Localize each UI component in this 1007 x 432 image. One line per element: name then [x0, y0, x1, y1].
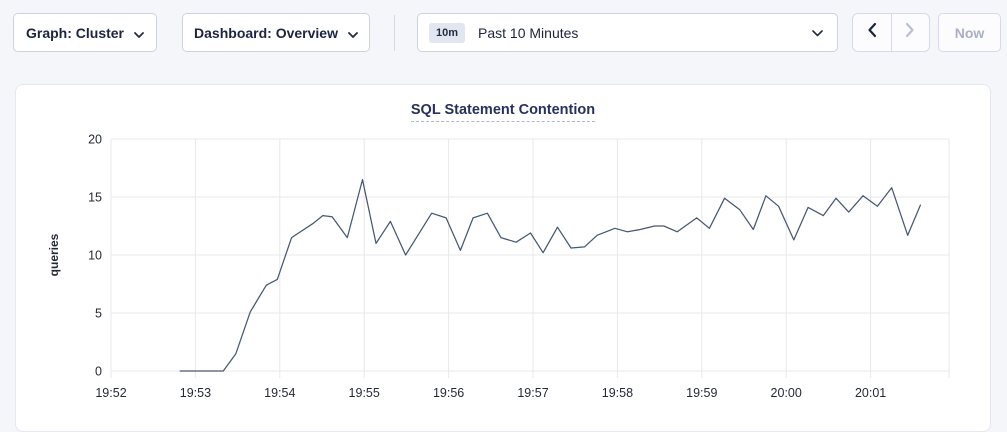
- time-range-badge: 10m: [429, 22, 466, 43]
- series-line: [179, 178, 922, 372]
- graph-dropdown[interactable]: Graph: Cluster: [13, 13, 157, 52]
- x-axis-tick-label: 19:53: [180, 386, 211, 400]
- x-axis-tick-label: 19:52: [95, 386, 126, 400]
- y-axis-tick-label: 10: [88, 249, 102, 263]
- x-axis-tick-label: 19:58: [602, 386, 633, 400]
- next-time-window-button[interactable]: [890, 14, 930, 51]
- chevron-down-icon: [348, 25, 358, 41]
- now-button[interactable]: Now: [938, 13, 1001, 52]
- chart-title-text[interactable]: SQL Statement Contention: [410, 102, 596, 122]
- y-axis-tick-label: 5: [95, 307, 102, 321]
- x-axis-tick-label: 19:57: [517, 386, 548, 400]
- dashboard-dropdown-label: Dashboard: Overview: [194, 24, 338, 41]
- chevron-down-icon: [134, 25, 144, 41]
- timeseries-chart[interactable]: 0 5 10 15 20 19:52 19:53 19:54 19:55 19:56 19:57 19…: [16, 85, 990, 431]
- y-axis-tick-label: 20: [88, 133, 102, 147]
- x-axis-tick-label: 19:55: [349, 386, 380, 400]
- x-axis-tick-label: 20:01: [855, 386, 886, 400]
- chart-panel: SQL Statement Contention queries 0 5 10 15 2…: [15, 84, 991, 432]
- graph-dropdown-label: Graph: Cluster: [25, 24, 124, 41]
- toolbar-divider: [394, 15, 395, 51]
- previous-time-window-button[interactable]: [853, 14, 891, 51]
- x-axis-tick-label: 19:54: [264, 386, 295, 400]
- y-axis-tick-label: 0: [95, 365, 102, 379]
- chevron-right-icon: [905, 22, 915, 43]
- chart-title: SQL Statement Contention: [16, 101, 990, 122]
- x-axis-tick-label: 19:56: [433, 386, 464, 400]
- time-window-step-buttons: [852, 13, 930, 52]
- dashboard-dropdown[interactable]: Dashboard: Overview: [182, 13, 370, 52]
- chevron-down-icon: [812, 24, 823, 42]
- time-range-label: Past 10 Minutes: [478, 24, 579, 41]
- x-axis-tick-label: 19:59: [686, 386, 717, 400]
- chevron-left-icon: [867, 22, 877, 43]
- time-range-selector[interactable]: 10m Past 10 Minutes: [417, 13, 838, 52]
- y-axis-tick-label: 15: [88, 191, 102, 205]
- x-axis-tick-label: 20:00: [771, 386, 802, 400]
